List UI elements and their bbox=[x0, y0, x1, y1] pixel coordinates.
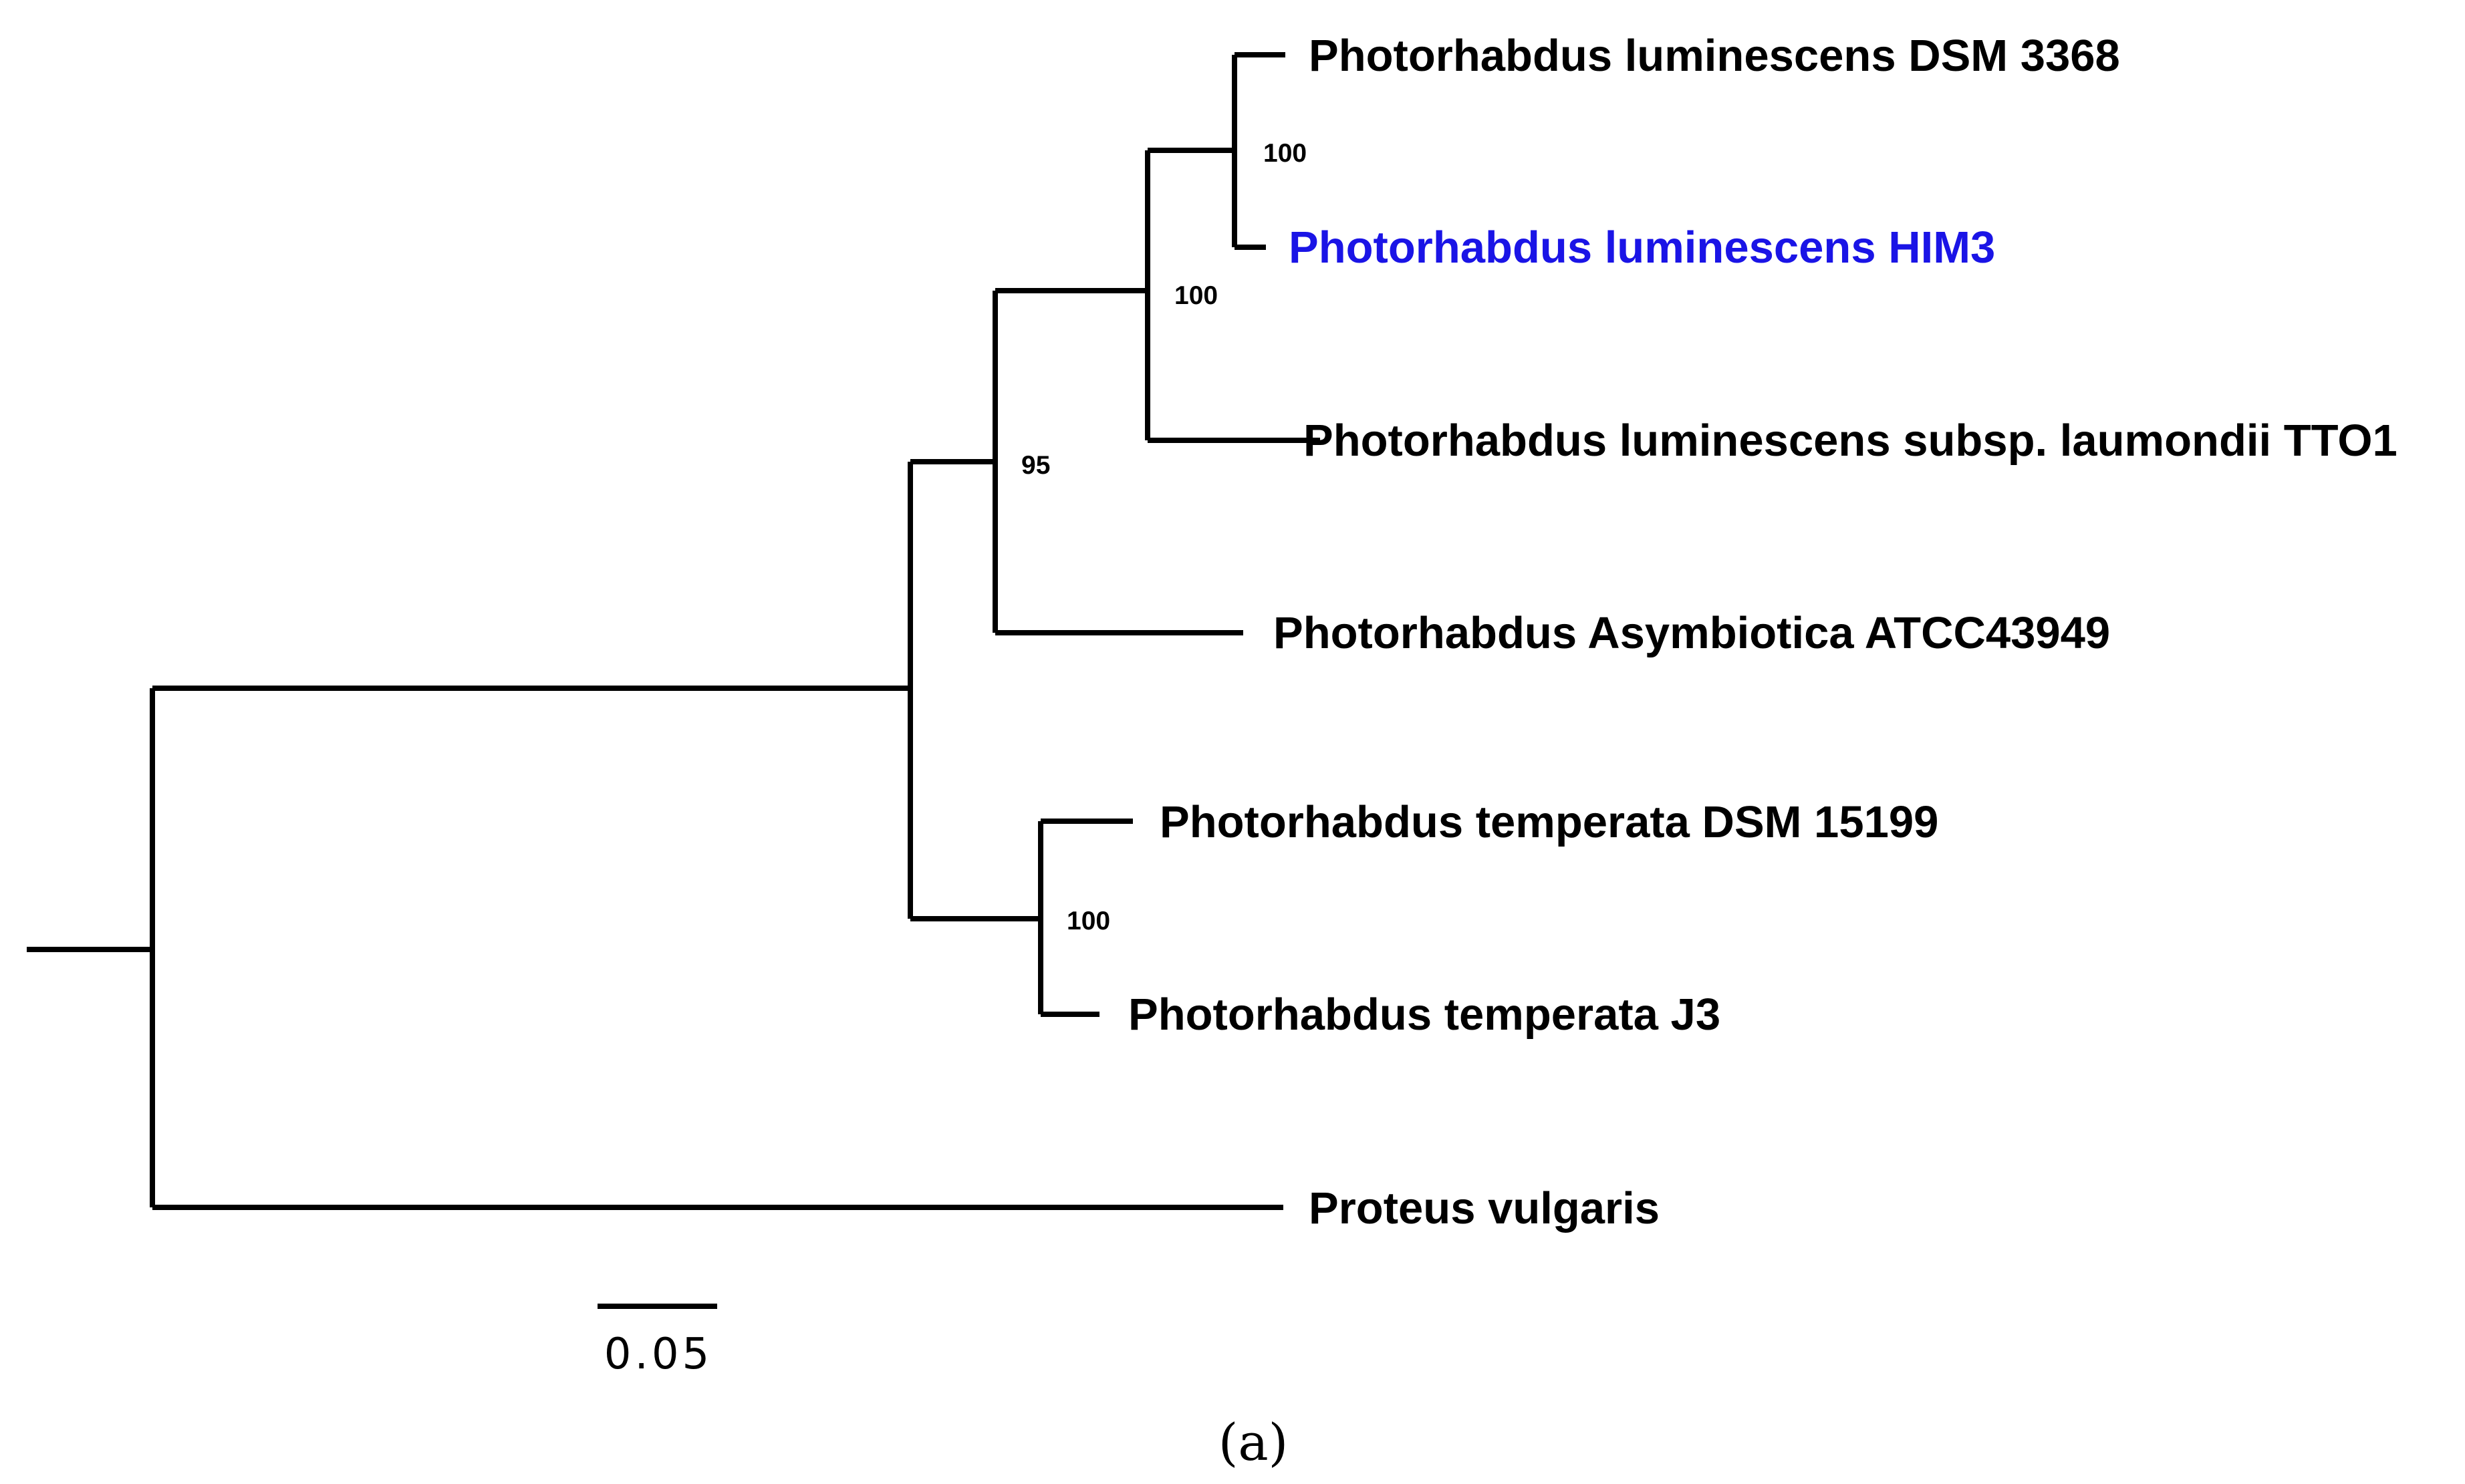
support-temperata: 100 bbox=[1067, 907, 1110, 935]
taxon-label-j3: Photorhabdus temperata J3 bbox=[1128, 990, 1720, 1040]
taxon-label-him3: Photorhabdus luminescens HIM3 bbox=[1289, 222, 1995, 273]
taxon-label-tto1: Photorhabdus luminescens subsp. laumondi… bbox=[1303, 416, 2397, 466]
taxon-label-dsm15199: Photorhabdus temperata DSM 15199 bbox=[1160, 797, 1938, 847]
taxon-label-proteus: Proteus vulgaris bbox=[1309, 1183, 1660, 1233]
support-lum-clade: 100 bbox=[1174, 281, 1218, 310]
taxon-label-atcc43949: Photorhabdus Asymbiotica ATCC43949 bbox=[1273, 608, 2110, 658]
support-lum-pair: 100 bbox=[1263, 139, 1307, 168]
taxon-label-dsm3368: Photorhabdus luminescens DSM 3368 bbox=[1309, 31, 2120, 81]
support-lum-asym: 95 bbox=[1021, 451, 1050, 480]
scale-bar-label: 0.05 bbox=[604, 1330, 713, 1379]
figure-caption: (a) bbox=[1218, 1413, 1289, 1472]
